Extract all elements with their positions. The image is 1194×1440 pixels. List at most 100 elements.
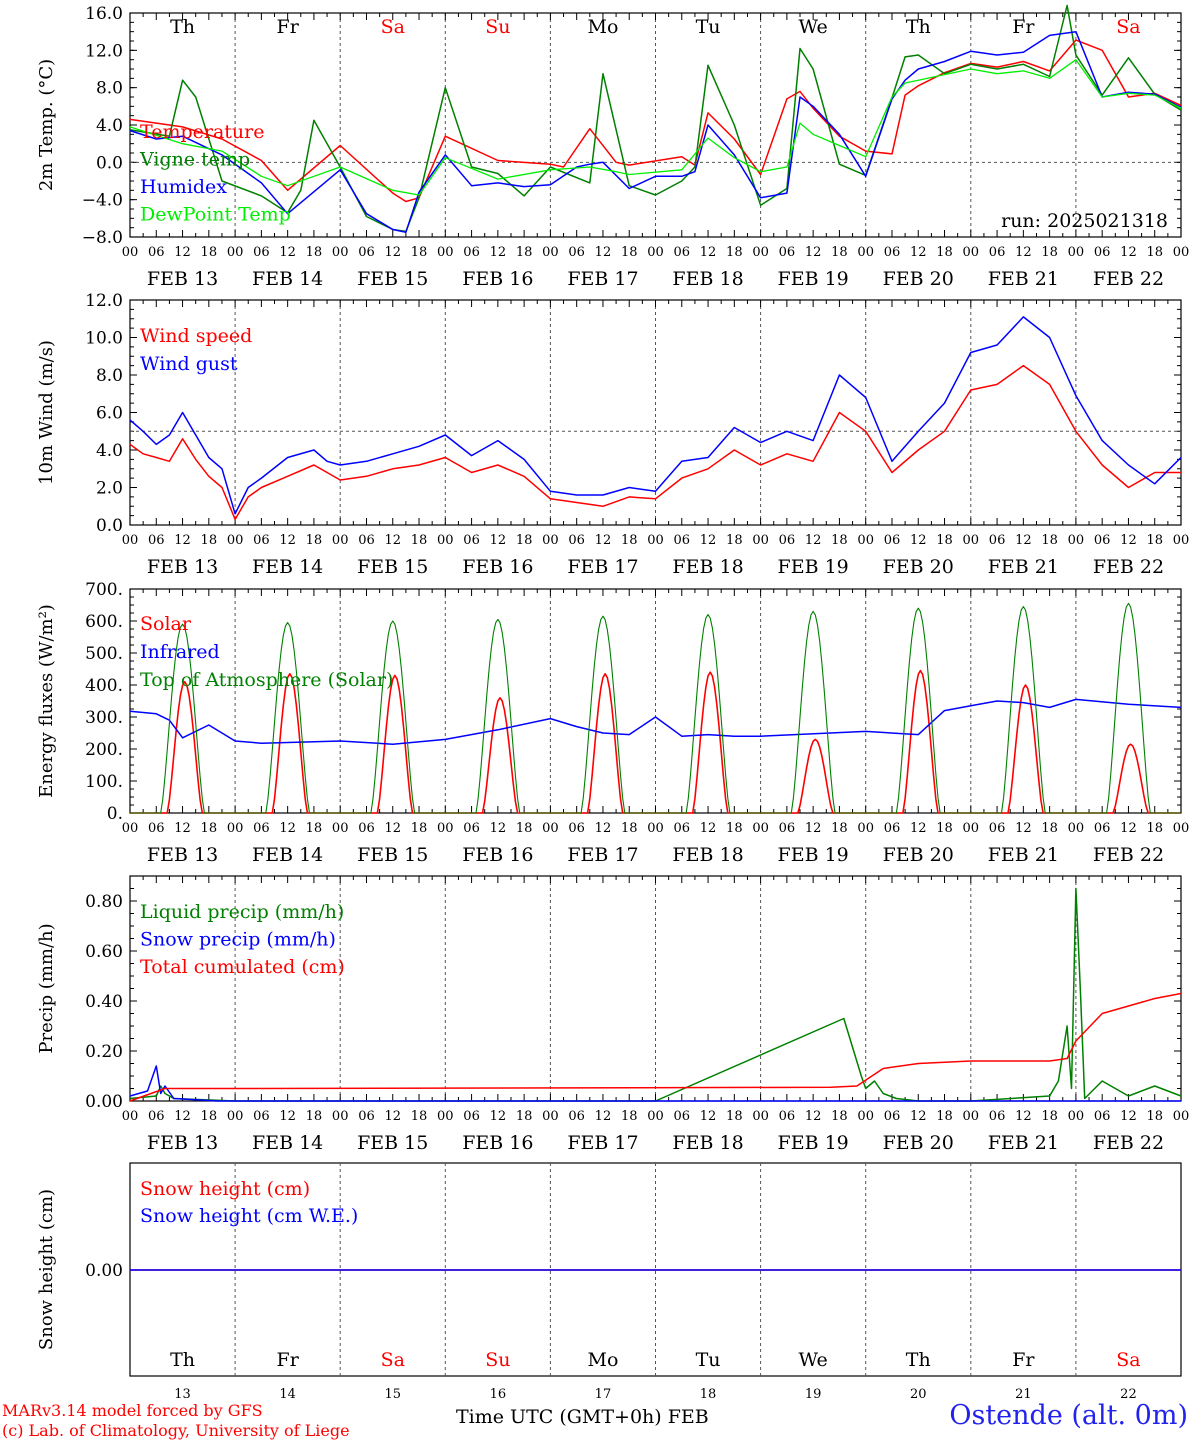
panel-3-date-label: FEB 22	[1093, 844, 1164, 866]
panel-4-hour-label: 12	[805, 1109, 822, 1124]
panel-1-hour-label: 06	[253, 245, 270, 260]
x-axis-title: Time UTC (GMT+0h) FEB	[456, 1406, 709, 1428]
panel-2-y-tick-label: 8.0	[96, 366, 123, 386]
panel-2-date-label: FEB 14	[252, 556, 323, 578]
panel-1-hour-label: 00	[1068, 245, 1085, 260]
panel-2-series-wind-speed	[129, 364, 1181, 521]
panel-4-hour-label: 06	[1094, 1109, 1111, 1124]
panel-3-y-tick-label: 100.	[85, 772, 123, 792]
panel-4-date-label: FEB 18	[672, 1132, 743, 1154]
panel-2-hour-label: 00	[1068, 533, 1085, 548]
panel-1-weekday-label: We	[799, 16, 828, 38]
panel-3-hour-label: 12	[805, 821, 822, 836]
panel-3-hour-label: 00	[542, 821, 559, 836]
panel-4-y-tick-label: 0.00	[85, 1092, 123, 1112]
panel-2-hour-label: 06	[674, 533, 691, 548]
panel-4-hour-label: 18	[1041, 1109, 1058, 1124]
panel-4-y-axis-label: Precip (mm/h)	[36, 923, 57, 1053]
panel-4-date-label: FEB 17	[567, 1132, 638, 1154]
panel-3-y-tick-label: 600.	[85, 612, 123, 632]
panel-1-weekday-label: Sa	[381, 16, 405, 38]
panel-4-date-label: FEB 20	[883, 1132, 954, 1154]
panel-5-y-tick-label: 0.00	[85, 1261, 123, 1281]
panel-4-hour-label: 18	[1146, 1109, 1163, 1124]
panel-4-hour-label: 06	[358, 1109, 375, 1124]
panel-4-hour-label: 18	[411, 1109, 428, 1124]
panel-1-hour-label: 06	[463, 245, 480, 260]
panel-3-y-tick-label: 700.	[85, 580, 123, 600]
panel-4-y-tick-label: 0.80	[85, 892, 123, 912]
panel-4-hour-label: 12	[910, 1109, 927, 1124]
panel-2-hour-label: 12	[490, 533, 507, 548]
panel-1-hour-label: 12	[595, 245, 612, 260]
panel-1-hour-label: 12	[700, 245, 717, 260]
panel-2-y-tick-label: 12.0	[85, 291, 123, 311]
panel-4-date-label: FEB 21	[988, 1132, 1059, 1154]
panel-4-date-label: FEB 14	[252, 1132, 323, 1154]
panel-1-hour-label: 18	[516, 245, 533, 260]
panel-1-date-label: FEB 16	[462, 268, 533, 290]
panel-4-hour-label: 12	[279, 1109, 296, 1124]
panel-4-hour-label: 00	[857, 1109, 874, 1124]
panel-4-hour-label: 12	[595, 1109, 612, 1124]
panel-3-hour-label: 12	[595, 821, 612, 836]
panel-3-hour-label: 18	[936, 821, 953, 836]
panel-1-hour-label: 06	[568, 245, 585, 260]
panel-3-y-axis-label: Energy fluxes (W/m²)	[36, 604, 57, 798]
panel-3-series-infrared	[129, 698, 1182, 745]
panel-1-hour-label: 12	[490, 245, 507, 260]
panel-4-y-tick-label: 0.20	[85, 1042, 123, 1062]
panel-2-hour-label: 00	[122, 533, 139, 548]
panel-3-hour-label: 06	[358, 821, 375, 836]
panel-3-hour-label: 00	[1173, 821, 1190, 836]
panel-2-hour-label: 00	[647, 533, 664, 548]
panel-1-hour-label: 06	[674, 245, 691, 260]
panel-3-legend-entry: Infrared	[140, 641, 220, 663]
panel-3-hour-label: 12	[174, 821, 191, 836]
panel-1-series-temperature	[129, 39, 1182, 203]
panel-5-weekday-label: Sa	[381, 1349, 405, 1371]
panel-5-y-axis-label: Snow height (cm)	[36, 1189, 57, 1350]
panel-2-date-label: FEB 22	[1093, 556, 1164, 578]
panel-2-date-label: FEB 15	[357, 556, 428, 578]
panel-2-hour-label: 00	[857, 533, 874, 548]
panel-1-hour-label: 18	[726, 245, 743, 260]
panel-3-date-label: FEB 15	[357, 844, 428, 866]
panel-5-day-number: 17	[595, 1387, 612, 1402]
panel-5-weekday-label: Th	[170, 1349, 195, 1371]
panel-4-hour-label: 00	[122, 1109, 139, 1124]
panel-4-hour-label: 18	[201, 1109, 218, 1124]
panel-5-weekday-label: Su	[485, 1349, 510, 1371]
panel-4-hour-label: 06	[463, 1109, 480, 1124]
panel-1-hour-label: 12	[805, 245, 822, 260]
panel-2-y-tick-label: 10.0	[85, 329, 123, 349]
panel-2-hour-label: 12	[174, 533, 191, 548]
panel-2-hour-label: 18	[1041, 533, 1058, 548]
panel-3-hour-label: 06	[463, 821, 480, 836]
panel-1-hour-label: 18	[936, 245, 953, 260]
panel-3-legend-entry: Solar	[140, 613, 192, 635]
panel-2-hour-label: 00	[332, 533, 349, 548]
panel-3-y-tick-label: 300.	[85, 708, 123, 728]
panel-2-hour-label: 18	[516, 533, 533, 548]
panel-5-day-number: 16	[490, 1387, 507, 1402]
panel-2-hour-label: 00	[752, 533, 769, 548]
panel-1-hour-label: 00	[857, 245, 874, 260]
panel-2-date-label: FEB 16	[462, 556, 533, 578]
station-name: Ostende (alt. 0m)	[949, 1400, 1188, 1431]
panel-4-hour-label: 18	[726, 1109, 743, 1124]
panel-1-y-tick-label: 0.0	[96, 153, 123, 173]
panel-3-y-tick-label: 500.	[85, 644, 123, 664]
panel-4-series-total-cumulated-cm	[129, 992, 1182, 1102]
panel-1-hour-label: 06	[358, 245, 375, 260]
panel-4-hour-label: 06	[148, 1109, 165, 1124]
panel-2-hour-label: 06	[358, 533, 375, 548]
panel-4-hour-label: 06	[989, 1109, 1006, 1124]
panel-5-day-number: 19	[805, 1387, 822, 1402]
panel-4-hour-label: 12	[700, 1109, 717, 1124]
panel-1-hour-label: 18	[1146, 245, 1163, 260]
panel-3-hour-label: 18	[411, 821, 428, 836]
panel-5-weekday-label: We	[799, 1349, 828, 1371]
panel-2-series-wind-gust	[129, 316, 1182, 515]
panel-1-date-label: FEB 19	[778, 268, 849, 290]
